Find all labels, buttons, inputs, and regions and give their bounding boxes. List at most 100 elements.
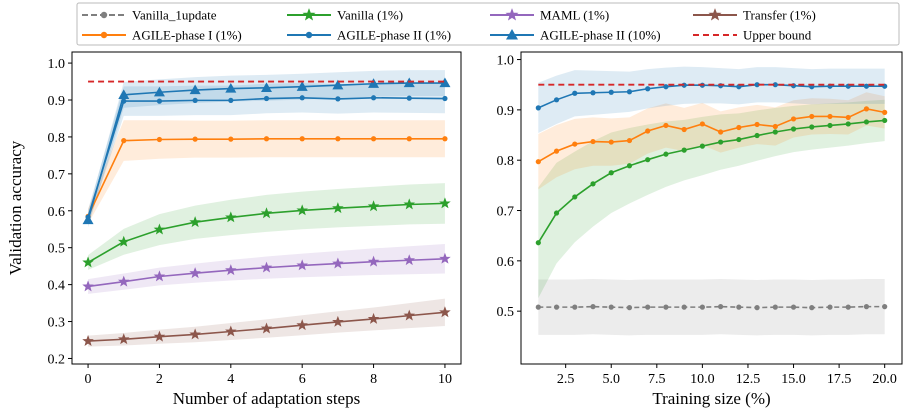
confidence-band	[88, 183, 445, 270]
data-point	[442, 95, 448, 102]
data-point	[82, 214, 94, 225]
x-tick-label: 8	[370, 372, 377, 387]
legend-label: Vanilla_1update	[132, 8, 217, 23]
data-point	[754, 305, 760, 311]
data-point	[82, 335, 94, 347]
x-tick-label: 6	[299, 372, 306, 387]
data-point	[406, 95, 412, 101]
data-point	[403, 254, 416, 266]
data-point	[535, 240, 541, 246]
y-axis-label: Validation accuracy	[6, 140, 25, 275]
data-point	[809, 305, 815, 311]
data-point	[121, 138, 127, 144]
x-axis-label: Number of adaptation steps	[173, 389, 360, 408]
data-point	[645, 157, 651, 163]
data-point	[699, 143, 705, 149]
x-tick-label: 2.5	[557, 372, 575, 387]
data-point	[645, 128, 651, 134]
data-point	[82, 256, 94, 268]
confidence-band	[538, 99, 885, 299]
data-point	[332, 202, 344, 214]
data-point	[608, 304, 614, 310]
data-point	[572, 141, 578, 147]
data-point	[439, 306, 451, 318]
data-point	[156, 98, 163, 104]
data-point	[645, 86, 651, 92]
data-point	[332, 257, 344, 269]
chart-panel-2: 2.5 5.0 7.5 10.0 12.5 15.0 17.5 20.0 0.5 0.6 0.7 0.…	[497, 51, 903, 408]
data-point	[225, 211, 237, 223]
data-point	[663, 304, 669, 310]
data-point	[260, 261, 273, 273]
x-tick-label: 2	[156, 372, 163, 387]
data-point	[809, 124, 815, 130]
legend-item: Transfer (1%)	[693, 8, 816, 23]
y-tick-label: 0.6	[48, 205, 66, 220]
data-point	[260, 322, 273, 334]
data-point	[299, 136, 305, 142]
data-point	[572, 194, 578, 200]
data-point	[626, 89, 633, 95]
y-tick-label: 0.4	[48, 279, 66, 294]
legend-label: Vanilla (1%)	[337, 8, 403, 23]
data-point	[335, 96, 341, 102]
legend-label: AGILE-phase II (10%)	[540, 28, 661, 43]
y-tick-label: 0.5	[48, 242, 66, 257]
data-point	[772, 129, 778, 135]
data-point	[553, 304, 560, 310]
data-point	[189, 84, 201, 95]
y-tick-label: 1.0	[497, 54, 515, 69]
data-point	[553, 148, 560, 154]
x-tick-label: 7.5	[648, 372, 666, 387]
confidence-band	[538, 66, 885, 134]
data-point	[153, 86, 165, 97]
data-point	[790, 126, 797, 132]
y-tick-label: 0.9	[497, 104, 515, 119]
data-point	[626, 305, 633, 311]
legend-marker	[100, 31, 108, 39]
data-point	[367, 255, 380, 267]
y-tick-label: 0.3	[48, 316, 66, 331]
data-point	[663, 122, 669, 129]
y-tick-label: 0.7	[48, 168, 66, 183]
data-point	[228, 97, 234, 103]
data-point	[535, 159, 541, 165]
data-point	[590, 304, 596, 310]
data-point	[153, 270, 166, 282]
legend-marker	[506, 29, 518, 40]
data-point	[225, 264, 237, 276]
data-point	[718, 139, 724, 145]
data-point	[882, 304, 888, 310]
x-tick-label: 0	[85, 372, 92, 387]
data-point	[736, 136, 742, 143]
data-point	[772, 82, 778, 88]
data-point	[228, 136, 234, 142]
data-point	[189, 267, 201, 279]
data-point	[754, 132, 760, 139]
confidence-band	[538, 92, 885, 190]
data-point	[572, 304, 578, 310]
data-point	[535, 304, 541, 310]
legend-marker	[100, 11, 108, 19]
legend-item: Vanilla_1update	[82, 8, 217, 23]
data-point	[845, 121, 851, 127]
x-tick-label: 10	[438, 372, 452, 387]
data-point	[296, 81, 308, 91]
legend-label: AGILE-phase I (1%)	[132, 28, 242, 43]
data-point	[681, 147, 687, 153]
data-point	[863, 83, 870, 89]
data-point	[192, 97, 198, 103]
legend-item: AGILE-phase II (1%)	[287, 28, 451, 43]
data-point	[263, 95, 270, 102]
legend-marker	[305, 31, 313, 39]
y-tick-label: 0.8	[48, 131, 66, 146]
y-tick-label: 0.2	[48, 352, 66, 367]
data-point	[299, 95, 305, 101]
y-tick-label: 0.5	[497, 305, 515, 320]
legend-marker	[302, 8, 316, 21]
x-tick-label: 5.0	[602, 372, 620, 387]
data-point	[772, 304, 778, 310]
data-point	[608, 89, 614, 95]
data-point	[296, 259, 308, 271]
